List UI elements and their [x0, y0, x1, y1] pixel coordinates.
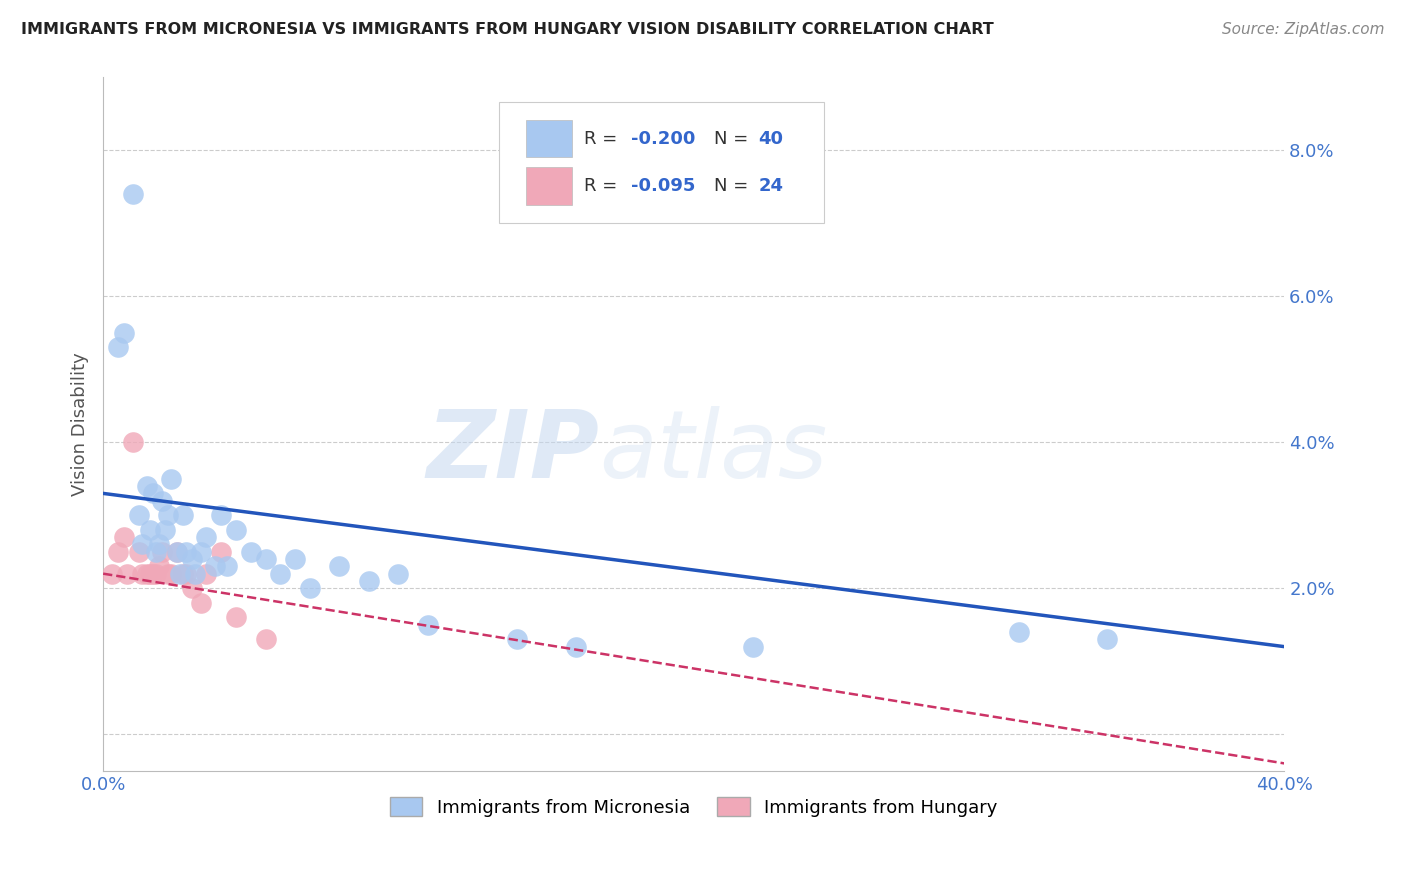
Point: [112, 530, 135, 544]
Point: [190, 596, 212, 610]
Point: [190, 545, 212, 559]
Text: N =: N =: [714, 177, 754, 195]
Point: [169, 566, 191, 581]
Text: 40: 40: [759, 129, 783, 148]
Point: [131, 566, 153, 581]
Point: [1095, 632, 1118, 647]
Point: [112, 326, 135, 340]
Point: [160, 566, 183, 581]
Point: [148, 537, 170, 551]
Point: [107, 341, 129, 355]
Point: [284, 552, 307, 566]
Point: [328, 559, 350, 574]
Point: [174, 545, 197, 559]
Legend: Immigrants from Micronesia, Immigrants from Hungary: Immigrants from Micronesia, Immigrants f…: [382, 790, 1005, 824]
Text: ZIP: ZIP: [426, 406, 599, 498]
Point: [183, 566, 205, 581]
Point: [1007, 625, 1029, 640]
Point: [101, 566, 124, 581]
Point: [160, 472, 183, 486]
Point: [166, 545, 188, 559]
Point: [142, 486, 165, 500]
Point: [107, 545, 129, 559]
Text: Source: ZipAtlas.com: Source: ZipAtlas.com: [1222, 22, 1385, 37]
Point: [195, 530, 218, 544]
Point: [174, 566, 197, 581]
Point: [269, 566, 291, 581]
Point: [172, 508, 194, 523]
Point: [148, 559, 170, 574]
Point: [128, 545, 150, 559]
Point: [239, 545, 262, 559]
Point: [564, 640, 586, 654]
Point: [254, 632, 277, 647]
Point: [180, 552, 202, 566]
Point: [145, 545, 167, 559]
Text: -0.200: -0.200: [631, 129, 696, 148]
Point: [145, 566, 167, 581]
Point: [357, 574, 380, 588]
FancyBboxPatch shape: [526, 168, 572, 205]
Point: [139, 523, 162, 537]
Point: [387, 566, 409, 581]
Point: [254, 552, 277, 566]
Point: [209, 545, 232, 559]
Point: [142, 566, 165, 581]
Point: [128, 508, 150, 523]
Point: [217, 559, 239, 574]
Text: R =: R =: [583, 177, 623, 195]
Point: [157, 566, 180, 581]
Point: [131, 537, 153, 551]
Point: [416, 617, 439, 632]
Point: [180, 581, 202, 595]
Point: [115, 566, 138, 581]
Point: [195, 566, 218, 581]
FancyBboxPatch shape: [499, 102, 824, 223]
Point: [157, 508, 180, 523]
Point: [741, 640, 763, 654]
Point: [150, 545, 173, 559]
Point: [136, 566, 159, 581]
Point: [225, 610, 247, 624]
Text: N =: N =: [714, 129, 754, 148]
Point: [505, 632, 527, 647]
Text: R =: R =: [583, 129, 623, 148]
Point: [136, 479, 159, 493]
Point: [225, 523, 247, 537]
Point: [121, 435, 143, 450]
Text: -0.095: -0.095: [631, 177, 696, 195]
Y-axis label: Vision Disability: Vision Disability: [72, 352, 89, 496]
Text: atlas: atlas: [599, 406, 828, 498]
Point: [121, 187, 143, 202]
Text: IMMIGRANTS FROM MICRONESIA VS IMMIGRANTS FROM HUNGARY VISION DISABILITY CORRELAT: IMMIGRANTS FROM MICRONESIA VS IMMIGRANTS…: [21, 22, 994, 37]
Point: [166, 545, 188, 559]
FancyBboxPatch shape: [526, 120, 572, 158]
Text: 24: 24: [759, 177, 783, 195]
Point: [204, 559, 226, 574]
Point: [139, 566, 162, 581]
Point: [150, 493, 173, 508]
Point: [209, 508, 232, 523]
Point: [298, 581, 321, 595]
Point: [153, 523, 176, 537]
Point: [172, 566, 194, 581]
